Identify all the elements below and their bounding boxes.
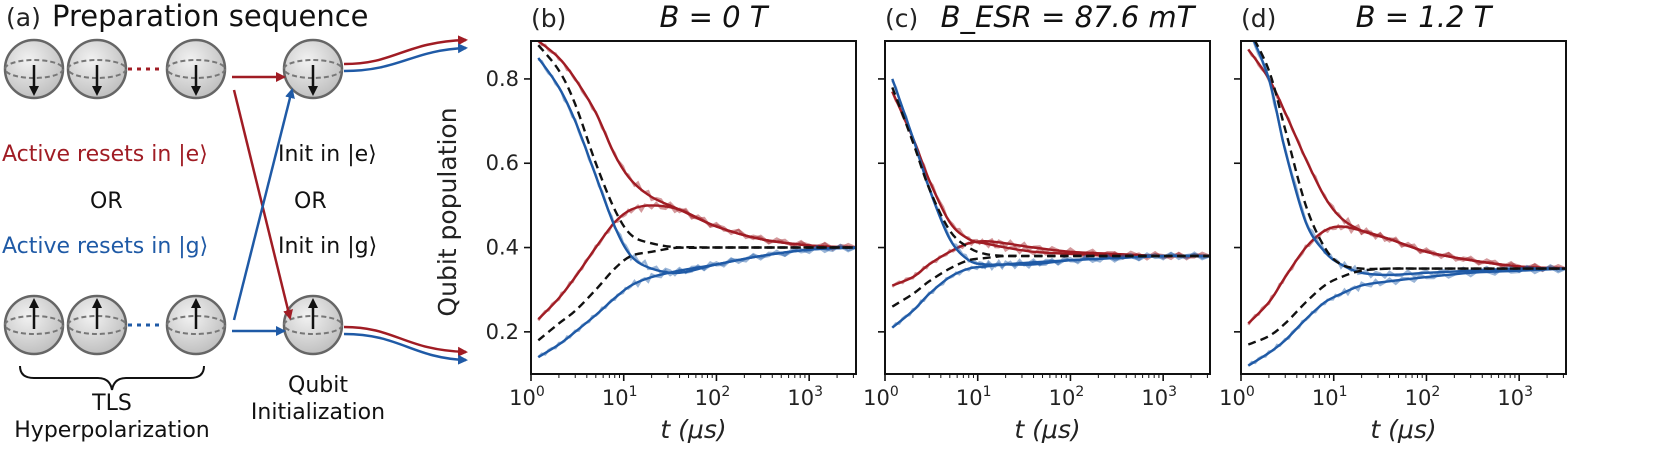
- tls-sphere-3-bottom: [165, 294, 227, 356]
- model-dashed-line: [1247, 267, 1566, 346]
- data-trace: [891, 91, 1210, 261]
- fit-line: [1247, 48, 1566, 270]
- axes-frame: [1240, 40, 1567, 375]
- initialization-label: Initialization: [251, 400, 385, 425]
- schematic-title: Preparation sequence: [52, 0, 369, 33]
- arrow-blue-diagonal: [232, 88, 295, 321]
- fit-line: [1247, 225, 1566, 325]
- x-tick-label: 100: [863, 384, 899, 410]
- data-trace: [537, 58, 856, 277]
- x-tick-label: 102: [695, 384, 731, 410]
- panel-tag: (c): [885, 4, 918, 33]
- output-arrow-red-bottom: [343, 325, 468, 357]
- x-tick-label: 101: [1312, 384, 1348, 410]
- fit-line: [1247, 267, 1566, 367]
- x-tick-label: 101: [956, 384, 992, 410]
- data-trace: [891, 79, 1210, 270]
- equator-ring: [67, 315, 127, 335]
- fit-line: [891, 239, 1210, 287]
- tls-sphere-2-top: [66, 38, 128, 100]
- panel-title: B_ESR = 87.6 mT: [941, 0, 1197, 34]
- x-tick-label: 101: [602, 384, 638, 410]
- output-arrow-red-top: [343, 35, 468, 66]
- y-tick-label: 0.8: [486, 67, 519, 91]
- equator-ring: [166, 315, 226, 335]
- fit-line: [537, 246, 856, 359]
- qubit-sphere-top: [282, 38, 344, 100]
- output-arrow-blue-top: [343, 43, 468, 73]
- tls-sphere-2-bottom: [66, 294, 128, 356]
- qubit-label: Qubit: [288, 373, 348, 398]
- x-tick-label: 102: [1049, 384, 1085, 410]
- plot-area: [537, 41, 856, 359]
- equator-ring: [67, 59, 127, 79]
- tls-label: TLS: [91, 391, 132, 416]
- x-tick-label: 100: [1219, 384, 1255, 410]
- init-g-label: Init in |g⟩: [278, 234, 377, 259]
- model-dashed-line: [1253, 41, 1566, 271]
- panel-tag: (b): [531, 4, 566, 33]
- or-label-right: OR: [294, 189, 327, 214]
- x-tick-label: 103: [1141, 384, 1177, 410]
- panel-title: B = 0 T: [659, 0, 769, 34]
- tls-sphere-1-bottom: [3, 294, 65, 356]
- x-tick-label: 103: [1497, 384, 1533, 410]
- output-arrow-blue-bottom: [343, 332, 468, 365]
- or-label-left: OR: [90, 189, 123, 214]
- data-trace: [1252, 41, 1566, 280]
- chart-panels: (b) B = 0 T 0.2 0.4 0.6 0.8 100 101 102 103 t (μs)…: [486, 0, 1567, 444]
- x-axis-label: t (μs): [1370, 415, 1436, 444]
- plot-area: [891, 78, 1210, 329]
- model-dashed-line: [891, 254, 1210, 308]
- model-dashed-line: [537, 245, 856, 342]
- model-dashed-line: [537, 44, 856, 250]
- fit-line: [537, 204, 856, 321]
- x-tick-label: 100: [509, 384, 545, 410]
- sphere-group: [3, 38, 344, 356]
- fit-line: [891, 78, 1210, 266]
- x-tick-label: 103: [787, 384, 823, 410]
- axes-frame: [884, 40, 1211, 375]
- init-e-label: Init in |e⟩: [278, 142, 377, 167]
- fit-line: [537, 57, 856, 275]
- data-trace: [1247, 265, 1566, 367]
- schematic-panel: (a) Preparation sequence Active resets i…: [2, 0, 468, 443]
- fit-line: [1252, 41, 1566, 277]
- tls-brace: [19, 365, 205, 391]
- active-resets-g-label: Active resets in |g⟩: [2, 234, 208, 259]
- y-tick-label: 0.4: [486, 236, 519, 260]
- panel-tag: (d): [1241, 4, 1276, 33]
- x-axis-label: t (μs): [1014, 415, 1080, 444]
- equator-ring: [283, 59, 343, 79]
- model-dashed-line: [891, 86, 1210, 258]
- x-axis-label: t (μs): [660, 415, 726, 444]
- equator-ring: [4, 315, 64, 335]
- equator-ring: [166, 59, 226, 79]
- y-tick-label: 0.6: [486, 151, 519, 175]
- equator-ring: [4, 59, 64, 79]
- axes-frame: [530, 40, 857, 375]
- tls-sphere-3-top: [165, 38, 227, 100]
- plot-area: [1247, 41, 1566, 367]
- chart-panel-d: (d) B = 1.2 T 100 101 102 103 t (μs): [1219, 0, 1567, 444]
- y-axis-label: Qubit population: [433, 107, 462, 316]
- fit-line: [891, 254, 1210, 329]
- active-resets-e-label: Active resets in |e⟩: [2, 142, 208, 167]
- fit-line: [891, 91, 1210, 258]
- y-tick-label: 0.2: [486, 320, 519, 344]
- panel-title: B = 1.2 T: [1356, 0, 1494, 34]
- panel-a-tag: (a): [6, 3, 41, 32]
- x-tick-label: 102: [1405, 384, 1441, 410]
- tls-sphere-1-top: [3, 38, 65, 100]
- qubit-sphere-bottom: [282, 294, 344, 356]
- chart-panel-b: (b) B = 0 T 0.2 0.4 0.6 0.8 100 101 102 103 t (μs): [486, 0, 857, 444]
- hyperpolarization-label: Hyperpolarization: [14, 418, 209, 443]
- data-trace: [891, 251, 1210, 329]
- equator-ring: [283, 315, 343, 335]
- chart-panel-c: (c) B_ESR = 87.6 mT 100 101 102 103 t (μs): [863, 0, 1211, 444]
- data-trace: [1247, 48, 1566, 272]
